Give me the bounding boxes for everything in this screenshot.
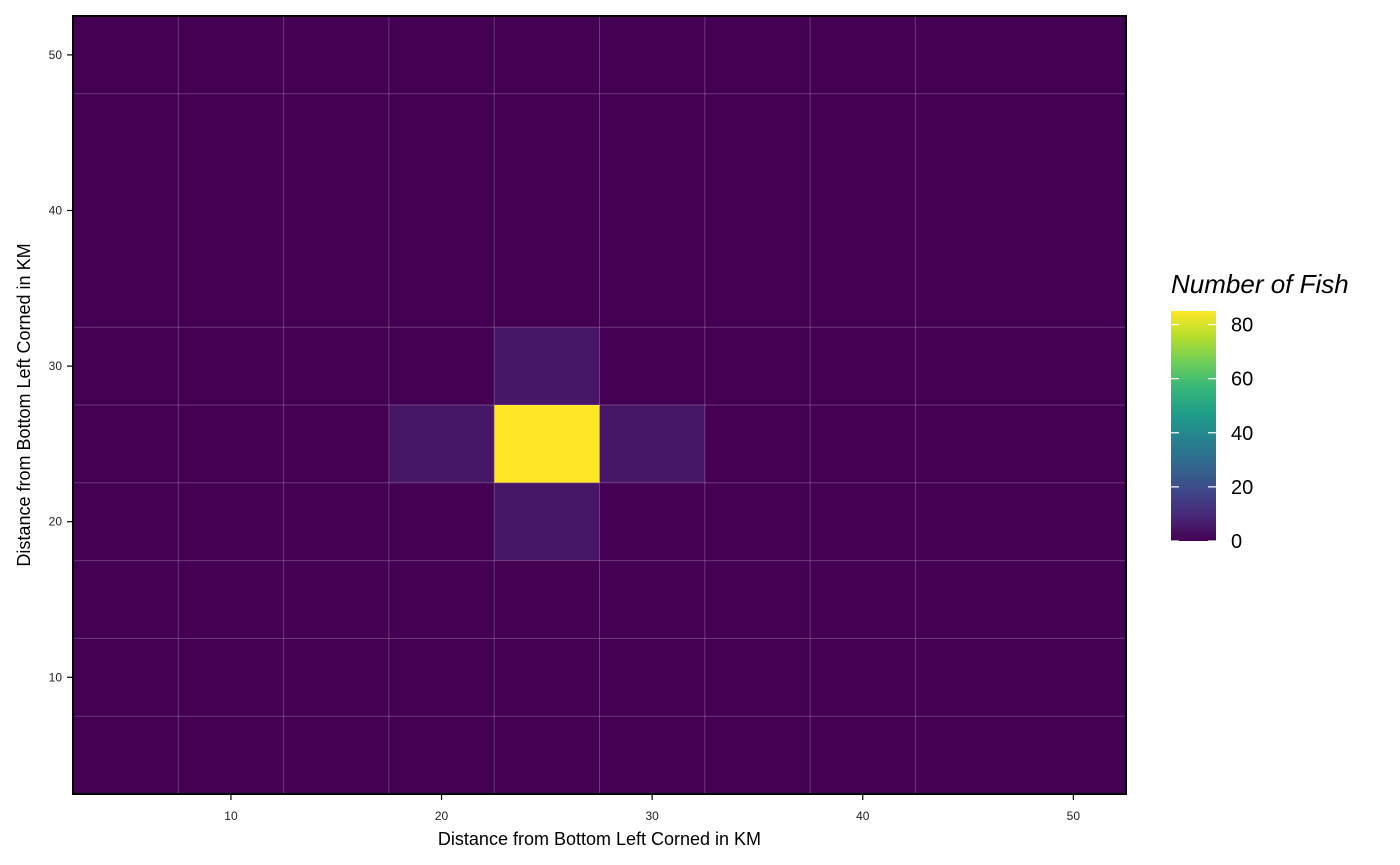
heatmap-cells — [388, 327, 705, 561]
x-tick-label: 30 — [645, 809, 659, 823]
y-tick-label: 40 — [49, 204, 63, 218]
legend-tick-label: 20 — [1231, 477, 1253, 499]
y-tick-label: 10 — [49, 670, 63, 684]
legend-tick-label: 80 — [1231, 315, 1253, 337]
legend-title: Number of Fish — [1171, 269, 1349, 299]
legend-tick-label: 60 — [1231, 369, 1253, 391]
legend-tick-label: 0 — [1231, 531, 1242, 553]
gridlines — [73, 16, 1126, 794]
y-axis: 10 20 30 40 50 — [49, 48, 73, 684]
x-tick-label: 20 — [435, 809, 449, 823]
heatmap-cell — [599, 405, 705, 483]
heatmap-cell — [494, 405, 600, 483]
legend: Number of Fish 0 20 40 60 80 — [1171, 269, 1349, 553]
legend-ticks: 0 20 40 60 80 — [1171, 315, 1253, 553]
legend-colorbar — [1171, 311, 1216, 541]
legend-tick-label: 40 — [1231, 423, 1253, 445]
y-tick-label: 50 — [49, 48, 63, 62]
plot-border — [72, 15, 1127, 795]
heatmap-cell — [388, 405, 495, 483]
y-axis-title: Distance from Bottom Left Corned in KM — [14, 243, 34, 566]
x-tick-label: 40 — [856, 809, 870, 823]
heatmap-cell — [494, 482, 600, 561]
y-tick-label: 20 — [49, 515, 63, 529]
x-axis-title: Distance from Bottom Left Corned in KM — [438, 829, 761, 849]
x-axis: 10 20 30 40 50 — [224, 794, 1080, 823]
x-tick-label: 10 — [224, 809, 238, 823]
x-tick-label: 50 — [1067, 809, 1081, 823]
heatmap-cell — [494, 327, 600, 405]
y-tick-label: 30 — [49, 359, 63, 373]
